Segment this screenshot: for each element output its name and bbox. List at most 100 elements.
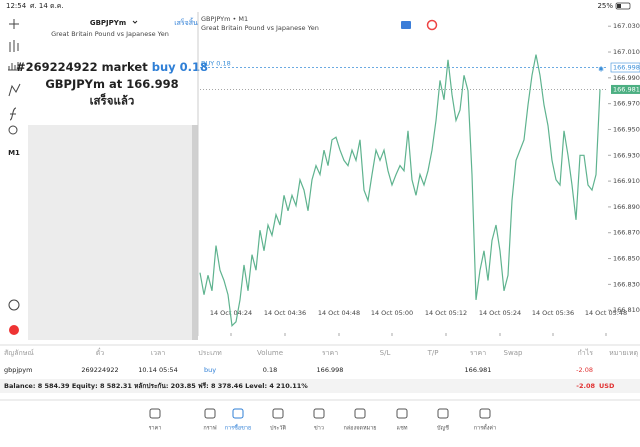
nav-label[interactable]: กล่องจดหมาย xyxy=(343,426,376,432)
balance-profit: -2.08 xyxy=(576,382,595,390)
nav-label[interactable]: บัญชี xyxy=(437,425,449,432)
table-cell: 166.981 xyxy=(465,366,492,374)
y-tick-label: 166.950 xyxy=(613,125,640,133)
buy-price-box xyxy=(610,62,640,73)
y-tick-label: 167.010 xyxy=(613,48,640,56)
order-price: 166.998 xyxy=(126,77,178,91)
table-cell: 166.998 xyxy=(317,366,344,374)
indicator-tool[interactable] xyxy=(9,40,19,52)
shapes-tool[interactable] xyxy=(8,125,18,135)
x-tick-label: 14 Oct 05:24 xyxy=(479,309,521,317)
table-cell: -2.08 xyxy=(576,366,593,374)
y-tick-label: 166.910 xyxy=(613,177,640,185)
column-header: ตั๋ว xyxy=(96,348,105,357)
zoom-tool[interactable] xyxy=(8,299,20,311)
order-line1: #269224922 market buy 0.18 xyxy=(16,60,208,74)
y-tick-label: 166.830 xyxy=(613,280,640,288)
table-cell: buy xyxy=(204,366,216,374)
y-tick-label: 167.030 xyxy=(613,22,640,30)
y-tick-label: 166.870 xyxy=(613,229,640,237)
panel-edge xyxy=(192,125,198,340)
bottom-nav: ราคา กราฟ การซื้อขาย ประวัติ ข่าว กล่องจดหมาย… xyxy=(149,408,496,432)
y-tick-label: 166.990 xyxy=(613,74,640,82)
nav-icon[interactable] xyxy=(272,408,284,419)
status-battery: 25% xyxy=(597,2,613,10)
nav-icon[interactable] xyxy=(313,408,325,419)
function-tool[interactable] xyxy=(9,107,17,121)
column-header: สัญลักษณ์ xyxy=(4,349,34,357)
table-body: gbpjpym 269224922 10.14 05:54 buy 0.18 166.99… xyxy=(4,366,593,374)
nav-icon[interactable] xyxy=(479,408,491,419)
y-tick-label: 166.850 xyxy=(613,255,640,263)
x-tick-label: 14 Oct 04:48 xyxy=(318,309,360,317)
battery-icon xyxy=(615,2,631,10)
order-line2: GBPJPYm at 166.998 xyxy=(45,77,178,91)
timeframe[interactable]: M1 xyxy=(8,149,20,157)
nav-icon[interactable] xyxy=(396,408,408,419)
chart: GBPJPYm • M1 Great Britain Pound vs Japa… xyxy=(197,12,640,336)
x-tick-label: 14 Oct 04:36 xyxy=(264,309,306,317)
column-header: ราคา xyxy=(470,349,486,357)
toolbar xyxy=(8,19,21,335)
nav-icon[interactable] xyxy=(149,408,161,419)
balance-currency: USD xyxy=(599,382,615,390)
column-header: กำไร xyxy=(578,348,594,357)
battery-level xyxy=(617,4,621,8)
nav-label[interactable]: ราคา xyxy=(149,426,162,432)
signal-icon[interactable] xyxy=(426,19,438,31)
one-click-icon[interactable] xyxy=(401,21,411,29)
chart-subtitle: Great Britain Pound vs Japanese Yen xyxy=(201,24,319,32)
nav-label[interactable]: กราฟ xyxy=(203,425,216,432)
nav-label[interactable]: ข่าว xyxy=(314,426,324,432)
nav-label[interactable]: การซื้อขาย xyxy=(225,424,251,432)
nav-label[interactable]: แชท xyxy=(397,425,408,432)
order-text: #269224922 market xyxy=(16,60,148,74)
order-status: เสร็จแล้ว xyxy=(90,93,135,108)
table-cell: 10.14 05:54 xyxy=(138,366,177,374)
nav-icon[interactable] xyxy=(354,408,366,419)
balance-bar xyxy=(0,379,640,393)
order-text: GBPJPYm at xyxy=(45,77,122,91)
table-cell: 269224922 xyxy=(81,366,118,374)
nav-icon[interactable] xyxy=(204,408,216,419)
x-tick-label: 14 Oct 04:24 xyxy=(210,309,252,317)
status-date: ศ. 14 ต.ค. xyxy=(30,2,64,10)
order-panel xyxy=(28,12,198,125)
y-tick-label: 166.970 xyxy=(613,100,640,108)
nav-label[interactable]: ประวัติ xyxy=(270,425,286,432)
price-box xyxy=(611,84,640,94)
order-description: Great Britain Pound vs Japanese Yen xyxy=(51,30,169,38)
buy-marker: ✱ xyxy=(598,66,604,74)
done-button[interactable]: เสร็จสิ้น xyxy=(174,16,198,27)
nav-icon[interactable] xyxy=(232,408,244,419)
column-header: S/L xyxy=(380,349,391,357)
buy-line-label: BUY 0.18 xyxy=(201,60,231,68)
x-tick-label: 14 Oct 05:12 xyxy=(425,309,467,317)
table-cell: 0.18 xyxy=(263,366,277,374)
nav-icon[interactable] xyxy=(437,408,449,419)
crosshair-tool[interactable] xyxy=(9,19,19,29)
nav-label[interactable]: การตั้งค่า xyxy=(474,424,496,432)
x-tick-label: 14 Oct 05:48 xyxy=(585,309,627,317)
trade-tool[interactable] xyxy=(9,325,19,335)
y-tick-label: 166.810 xyxy=(613,306,640,314)
column-header: เวลา xyxy=(151,349,166,357)
balance-text: Balance: 8 584.39 Equity: 8 582.31 หลักป… xyxy=(4,382,308,390)
objects-tool[interactable] xyxy=(8,83,21,97)
price-line-series xyxy=(199,54,601,327)
status-time: 12:54 xyxy=(6,2,27,10)
price-label: 166.981 xyxy=(613,85,640,93)
column-header: T/P xyxy=(427,349,439,357)
table-cell: gbpjpym xyxy=(4,366,33,374)
y-tick-label: 166.890 xyxy=(613,203,640,211)
x-tick-label: 14 Oct 05:00 xyxy=(371,309,413,317)
order-symbol[interactable]: GBPJPYm xyxy=(90,19,126,27)
panel-background xyxy=(28,125,192,340)
x-tick-label: 14 Oct 05:36 xyxy=(532,309,574,317)
column-header: ประเภท xyxy=(198,349,222,357)
buy-price-label: 166.998 xyxy=(613,64,640,72)
chart-type-tool[interactable] xyxy=(8,62,21,71)
y-tick-label: 166.930 xyxy=(613,151,640,159)
table-header: สัญลักษณ์ ตั๋ว เวลา ประเภท Volume ราคา S/L T/P ร… xyxy=(4,348,638,357)
